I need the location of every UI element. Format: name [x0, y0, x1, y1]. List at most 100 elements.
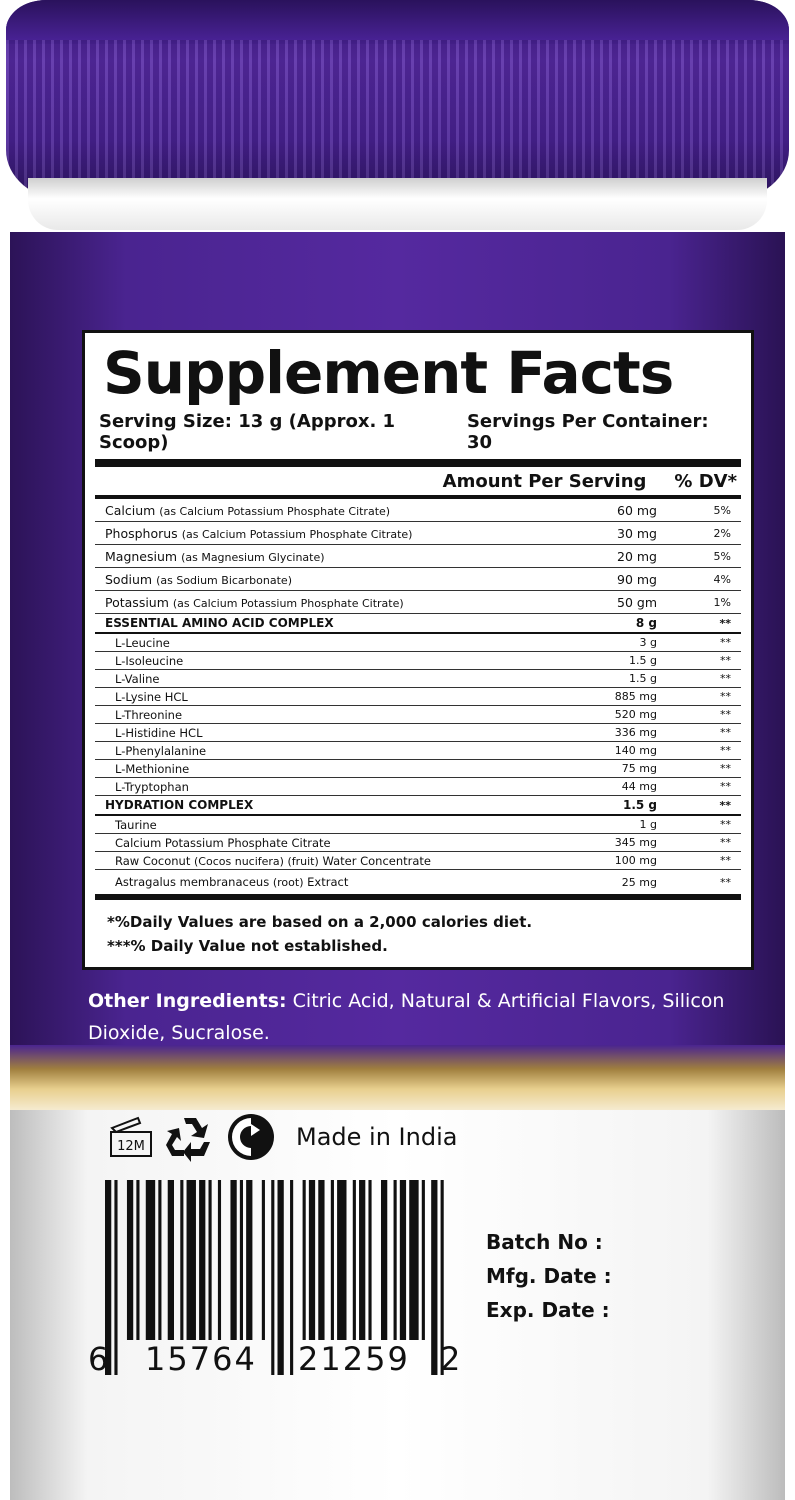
amino-acid-row: L-Leucine 3 g **: [95, 634, 741, 652]
hydration-note: (Cocos nucifera) (fruit): [194, 854, 319, 868]
amino-acid-name: L-Phenylalanine: [115, 743, 207, 758]
barcode-bar: [261, 1180, 265, 1340]
barcode-bar: [337, 1180, 347, 1340]
container-lid: [6, 0, 789, 200]
amino-acid-amount: 885 mg: [614, 690, 657, 703]
pao-jar-icon: 12M: [110, 1116, 152, 1157]
amino-acid-amount: 3 g: [639, 636, 657, 649]
barcode-bar: [114, 1180, 118, 1375]
hydration-name: Calcium Potassium Phosphate Citrate: [95, 836, 547, 850]
barcode: [105, 1180, 444, 1375]
hydration-name: Raw Coconut (Cocos nucifera) (fruit) Wat…: [95, 854, 547, 868]
barcode-bar: [431, 1180, 438, 1375]
column-header: Amount Per Serving % DV*: [95, 467, 741, 499]
nutrient-row: Calcium (as Calcium Potassium Phosphate …: [95, 499, 741, 522]
amino-acid-row: L-Tryptophan 44 mg **: [95, 778, 741, 796]
amino-acid-row: L-Valine 1.5 g **: [95, 670, 741, 688]
nutrient-name: Potassium (as Calcium Potassium Phosphat…: [95, 595, 547, 610]
hydration-amount: 25 mg: [621, 875, 657, 889]
serving-size: Serving Size: 13 g (Approx. 1 Scoop): [99, 411, 396, 453]
amino-acid-amount: 75 mg: [621, 762, 657, 775]
barcode-last-digit: 2: [440, 1340, 463, 1378]
amino-acid-amount: 140 mg: [614, 744, 657, 757]
amount-header: Amount Per Serving: [442, 471, 647, 492]
hydration-amount: 345 mg: [614, 836, 657, 849]
hydration-suffix: Water Concentrate: [322, 853, 431, 868]
hydration-row: Taurine 1 g **: [95, 816, 741, 834]
amino-acid-amount: 336 mg: [614, 726, 657, 739]
barcode-bar: [145, 1180, 156, 1340]
servings-per-container: Servings Per Container: 30: [466, 411, 709, 453]
nutrient-label: Sodium: [105, 571, 153, 587]
hydration-label: Astragalus membranaceus: [115, 875, 270, 889]
barcode-bar: [359, 1180, 366, 1340]
barcode-first-digit: 6: [88, 1340, 111, 1378]
nutrient-amount: 90 mg: [617, 571, 657, 587]
amino-acid-dv: **: [720, 708, 731, 721]
hydration-suffix: Extract: [307, 875, 349, 889]
nutrient-dv: 1%: [713, 595, 731, 609]
amino-acid-dv: **: [720, 654, 731, 667]
nutrient-row: Potassium (as Calcium Potassium Phosphat…: [95, 591, 741, 614]
nutrient-label: Potassium: [105, 594, 169, 610]
amino-acid-name: L-Methionine: [115, 761, 190, 776]
amino-acid-row: L-Isoleucine 1.5 g **: [95, 652, 741, 670]
footnote-not-established: ***% Daily Value not established.: [107, 937, 388, 955]
nutrient-label: Calcium: [105, 502, 156, 518]
nutrient-name: Magnesium (as Magnesium Glycinate): [95, 549, 547, 564]
amino-acid-row: L-Phenylalanine 140 mg **: [95, 742, 741, 760]
nutrient-amount: 50 gm: [617, 594, 657, 610]
nutrient-dv: 5%: [713, 549, 731, 563]
hydration-dv: **: [720, 836, 731, 849]
container-neck: [28, 178, 767, 230]
svg-text:12M: 12M: [117, 1139, 145, 1154]
barcode-bar: [399, 1180, 407, 1340]
amino-acid-name: L-Valine: [115, 671, 160, 686]
hydration-amount: 100 mg: [614, 854, 657, 867]
mfg-date: Mfg. Date :: [486, 1264, 612, 1288]
hydration-note: (root): [272, 876, 304, 889]
barcode-bar: [318, 1180, 325, 1340]
amino-acid-name: L-Leucine: [115, 635, 170, 650]
batch-no: Batch No :: [486, 1230, 603, 1254]
amino-acid-name: L-Tryptophan: [115, 779, 189, 794]
hydration-label: Taurine: [115, 817, 157, 832]
nutrient-label: Magnesium: [105, 548, 178, 564]
serving-line: Serving Size: 13 g (Approx. 1 Scoop) Ser…: [95, 409, 741, 467]
exp-date: Exp. Date :: [486, 1298, 610, 1322]
other-ingredients: Other Ingredients: Citric Acid, Natural …: [88, 985, 748, 1049]
supplement-facts-panel: Supplement Facts Serving Size: 13 g (App…: [82, 330, 754, 970]
hydration-label: Calcium Potassium Phosphate Citrate: [115, 835, 331, 850]
made-in-text: Made in India: [296, 1123, 458, 1151]
nutrient-dv: 5%: [713, 503, 731, 517]
amino-acid-dv: **: [720, 762, 731, 775]
barcode-bar: [421, 1180, 425, 1340]
barcode-bar: [393, 1180, 397, 1340]
batch-info: Batch No : Mfg. Date : Exp. Date :: [486, 1225, 612, 1327]
amino-acid-amount: 520 mg: [614, 708, 657, 721]
nutrient-note: (as Calcium Potassium Phosphate Citrate): [181, 527, 413, 541]
recycle-icon: [166, 1118, 210, 1162]
hydration-row: Astragalus membranaceus (root) Extract 25…: [95, 870, 741, 900]
amino-acid-dv: **: [720, 636, 731, 649]
nutrient-row: Sodium (as Sodium Bicarbonate) 90 mg 4%: [95, 568, 741, 591]
nutrient-label: Phosphorus: [105, 525, 178, 541]
hydration-row: Raw Coconut (Cocos nucifera) (fruit) Wat…: [95, 852, 741, 870]
amino-acid-row: L-Methionine 75 mg **: [95, 760, 741, 778]
barcode-bar: [277, 1180, 284, 1375]
barcode-bar: [167, 1180, 174, 1340]
amino-acid-name: L-Histidine HCL: [115, 725, 203, 740]
barcode-bar: [368, 1180, 372, 1340]
barcode-bar: [105, 1180, 112, 1375]
barcode-bar: [158, 1180, 162, 1340]
barcode-bar: [136, 1180, 140, 1340]
nutrient-name: Sodium (as Sodium Bicarbonate): [95, 572, 547, 587]
nutrient-row: Magnesium (as Magnesium Glycinate) 20 mg 5…: [95, 545, 741, 568]
footnotes: *%Daily Values are based on a 2,000 calo…: [95, 900, 741, 958]
hydration-label: Raw Coconut: [115, 853, 191, 868]
amino-acid-row: L-Threonine 520 mg **: [95, 706, 741, 724]
hydration-amount: 1 g: [639, 818, 657, 831]
barcode-bar: [381, 1180, 388, 1340]
amino-acid-name: L-Lysine HCL: [115, 689, 188, 704]
nutrient-amount: 20 mg: [617, 548, 657, 564]
